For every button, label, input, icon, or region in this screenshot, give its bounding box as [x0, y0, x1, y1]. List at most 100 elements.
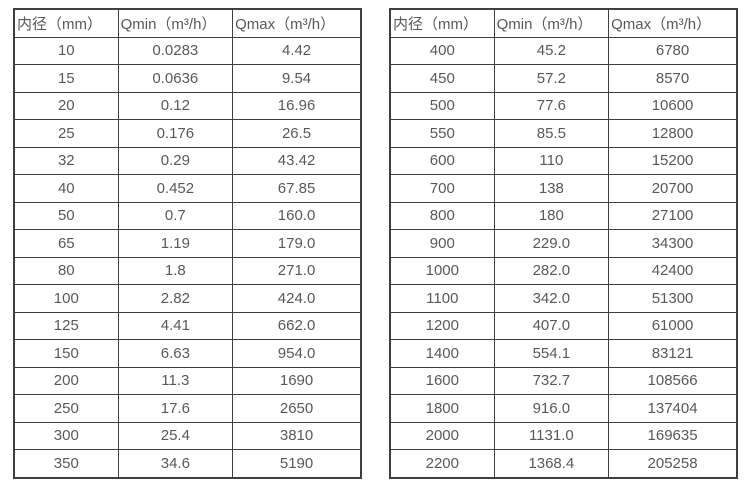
table-cell: 45.2 [493, 36, 610, 65]
table-cell: 40 [13, 174, 119, 203]
table-cell: 32 [13, 146, 119, 175]
table-cell: 100 [13, 284, 119, 313]
header-qmax: Qmax（m³/h） [232, 8, 362, 38]
flow-table-large-diameters: 内径（mm） Qmin（m³/h） Qmax（m³/h） 400 45.2 6780… [389, 8, 738, 479]
table-cell: 169635 [608, 421, 738, 450]
table-body: 400 45.2 6780 450 57.2 8570 500 77.6 10600 550 85.… [389, 36, 738, 478]
table-row: 1000 282.0 42400 [389, 256, 738, 285]
table-cell: 954.0 [232, 339, 362, 368]
table-cell: 600 [389, 146, 495, 175]
table-cell: 42400 [608, 256, 738, 285]
table-row: 250 17.6 2650 [13, 394, 362, 423]
table-row: 1800 916.0 137404 [389, 394, 738, 423]
table-row: 700 138 20700 [389, 174, 738, 203]
table-cell: 1368.4 [493, 449, 610, 478]
table-cell: 5190 [232, 449, 362, 478]
table-cell: 25 [13, 119, 119, 148]
table-row: 15 0.0636 9.54 [13, 64, 362, 93]
table-cell: 205258 [608, 449, 738, 478]
table-cell: 1100 [389, 284, 495, 313]
table-cell: 800 [389, 201, 495, 230]
table-cell: 65 [13, 229, 119, 258]
table-cell: 85.5 [493, 119, 610, 148]
table-row: 200 11.3 1690 [13, 366, 362, 395]
table-cell: 16.96 [232, 91, 362, 120]
table-cell: 1690 [232, 366, 362, 395]
table-row: 500 77.6 10600 [389, 91, 738, 120]
table-cell: 1.19 [117, 229, 234, 258]
table-cell: 15200 [608, 146, 738, 175]
table-cell: 4.42 [232, 36, 362, 65]
table-cell: 407.0 [493, 311, 610, 340]
table-cell: 6.63 [117, 339, 234, 368]
table-cell: 554.1 [493, 339, 610, 368]
table-cell: 61000 [608, 311, 738, 340]
table-cell: 110 [493, 146, 610, 175]
table-row: 450 57.2 8570 [389, 64, 738, 93]
table-row: 80 1.8 271.0 [13, 256, 362, 285]
table-cell: 300 [13, 421, 119, 450]
table-cell: 450 [389, 64, 495, 93]
header-inner-diameter: 内径（mm） [13, 8, 119, 38]
table-row: 65 1.19 179.0 [13, 229, 362, 258]
table-cell: 0.12 [117, 91, 234, 120]
table-cell: 2.82 [117, 284, 234, 313]
table-cell: 2200 [389, 449, 495, 478]
table-row: 900 229.0 34300 [389, 229, 738, 258]
table-cell: 80 [13, 256, 119, 285]
header-qmin: Qmin（m³/h） [117, 8, 234, 38]
table-row: 300 25.4 3810 [13, 421, 362, 450]
table-cell: 271.0 [232, 256, 362, 285]
header-inner-diameter: 内径（mm） [389, 8, 495, 38]
table-cell: 1.8 [117, 256, 234, 285]
table-cell: 10600 [608, 91, 738, 120]
table-row: 25 0.176 26.5 [13, 119, 362, 148]
table-cell: 34300 [608, 229, 738, 258]
table-cell: 424.0 [232, 284, 362, 313]
table-cell: 27100 [608, 201, 738, 230]
table-body: 10 0.0283 4.42 15 0.0636 9.54 20 0.12 16.96 25 0.1… [13, 36, 362, 478]
table-cell: 282.0 [493, 256, 610, 285]
table-row: 1200 407.0 61000 [389, 311, 738, 340]
table-cell: 0.29 [117, 146, 234, 175]
table-row: 50 0.7 160.0 [13, 201, 362, 230]
table-cell: 229.0 [493, 229, 610, 258]
table-cell: 4.41 [117, 311, 234, 340]
table-row: 800 180 27100 [389, 201, 738, 230]
table-cell: 138 [493, 174, 610, 203]
table-cell: 550 [389, 119, 495, 148]
table-cell: 400 [389, 36, 495, 65]
header-qmin: Qmin（m³/h） [493, 8, 610, 38]
table-cell: 20 [13, 91, 119, 120]
table-row: 10 0.0283 4.42 [13, 36, 362, 65]
table-cell: 179.0 [232, 229, 362, 258]
table-row: 150 6.63 954.0 [13, 339, 362, 368]
table-cell: 1000 [389, 256, 495, 285]
table-cell: 732.7 [493, 366, 610, 395]
table-cell: 12800 [608, 119, 738, 148]
table-cell: 0.0636 [117, 64, 234, 93]
table-cell: 125 [13, 311, 119, 340]
table-cell: 1800 [389, 394, 495, 423]
table-row: 20 0.12 16.96 [13, 91, 362, 120]
table-cell: 3810 [232, 421, 362, 450]
table-cell: 700 [389, 174, 495, 203]
table-row: 2200 1368.4 205258 [389, 449, 738, 478]
table-cell: 180 [493, 201, 610, 230]
table-cell: 0.0283 [117, 36, 234, 65]
table-cell: 57.2 [493, 64, 610, 93]
table-cell: 2650 [232, 394, 362, 423]
flow-table-small-diameters: 内径（mm） Qmin（m³/h） Qmax（m³/h） 10 0.0283 4.4… [13, 8, 362, 479]
table-row: 1400 554.1 83121 [389, 339, 738, 368]
table-cell: 43.42 [232, 146, 362, 175]
table-row: 550 85.5 12800 [389, 119, 738, 148]
table-cell: 67.85 [232, 174, 362, 203]
table-cell: 150 [13, 339, 119, 368]
table-cell: 1200 [389, 311, 495, 340]
header-qmax: Qmax（m³/h） [608, 8, 738, 38]
table-cell: 17.6 [117, 394, 234, 423]
table-cell: 9.54 [232, 64, 362, 93]
table-row: 600 110 15200 [389, 146, 738, 175]
table-cell: 50 [13, 201, 119, 230]
